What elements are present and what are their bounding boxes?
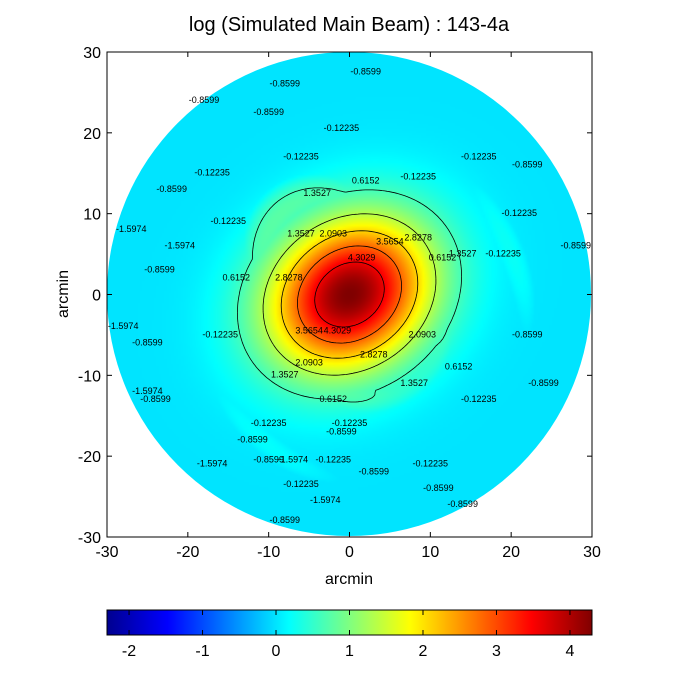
contour-label: -1.5974 (132, 386, 163, 396)
contour-line (237, 187, 462, 403)
contour-label: -0.8599 (270, 515, 301, 525)
contour-label: -1.5974 (278, 455, 309, 465)
y-tick-label: 0 (92, 288, 101, 305)
contour-label: 1.3527 (287, 228, 315, 238)
contour-label: -0.8599 (156, 184, 187, 194)
contour-label: -0.8599 (528, 378, 559, 388)
contour-label: -0.8599 (144, 265, 175, 275)
contour-label: 4.3029 (324, 325, 352, 335)
colorbar-tick-label: -2 (122, 643, 136, 660)
y-tick-label: 10 (83, 207, 101, 224)
beam-heatmap (107, 52, 591, 536)
contour-label: 0.6152 (429, 252, 457, 262)
contour-label: -0.12235 (202, 329, 238, 339)
contour-label: -0.12235 (332, 418, 368, 428)
contour-label: -0.8599 (253, 455, 284, 465)
contour-label: 0.6152 (352, 176, 380, 186)
y-axis-label: arcmin (55, 270, 72, 318)
colorbar: -2 -1 0 1 2 3 4 (106, 609, 593, 660)
contour-label: -0.8599 (561, 240, 592, 250)
y-tick-label: -10 (78, 368, 101, 385)
contour-label: -0.12235 (413, 459, 449, 469)
contour-line (314, 261, 385, 328)
y-tick-label: 20 (83, 126, 101, 143)
contour-label: -0.12235 (461, 394, 497, 404)
contour-label: -0.12235 (400, 172, 436, 182)
x-tick-label: -10 (257, 544, 280, 561)
contour-label: -0.12235 (316, 455, 352, 465)
x-tick-label: 30 (583, 544, 601, 561)
contour-label: -0.8599 (423, 483, 454, 493)
contour-label: 1.3527 (271, 370, 299, 380)
contour-label: 3.5654 (295, 325, 323, 335)
contour-label: -0.8599 (447, 499, 478, 509)
contour-label: 2.8278 (360, 349, 388, 359)
x-axis-label: arcmin (325, 571, 373, 588)
contour-label: 1.3527 (449, 248, 477, 258)
contour-label: 0.6152 (320, 394, 348, 404)
contour-line (280, 230, 419, 359)
contour-label: -0.12235 (251, 418, 287, 428)
contour-label: 2.8278 (275, 273, 303, 283)
contour-label: -0.8599 (270, 79, 301, 89)
contour-label: -1.5974 (165, 240, 196, 250)
contour-label: 2.0903 (320, 228, 348, 238)
contour-label: -0.8599 (140, 394, 171, 404)
contour-label: -0.8599 (359, 467, 390, 477)
contour-label: -0.12235 (502, 208, 538, 218)
contour-label: 1.3527 (400, 378, 428, 388)
colorbar-ticks: -2 -1 0 1 2 3 4 (122, 610, 575, 660)
contour-label: -0.8599 (512, 160, 543, 170)
contour-label: -0.12235 (194, 168, 230, 178)
x-tick-label: 10 (421, 544, 439, 561)
contour-label: 0.6152 (445, 362, 473, 372)
colorbar-tick-label: 4 (566, 643, 575, 660)
contour-label: -0.12235 (485, 248, 521, 258)
contour-label: -0.8599 (132, 337, 163, 347)
colorbar-tick-label: 1 (345, 643, 354, 660)
x-tick-label: 0 (345, 544, 354, 561)
contour-lines (237, 187, 462, 403)
contour-label: -0.8599 (253, 107, 284, 117)
colorbar-tick-label: 2 (419, 643, 428, 660)
contour-label: -0.8599 (237, 434, 268, 444)
contour-label: 1.3527 (303, 188, 331, 198)
contour-label: -1.5974 (310, 495, 341, 505)
contour-label: -0.12235 (283, 479, 319, 489)
x-tick-label: -30 (95, 544, 118, 561)
colorbar-tick-label: 0 (272, 643, 281, 660)
contour-label: 2.0903 (295, 358, 323, 368)
contour-label: -0.8599 (189, 95, 220, 105)
contour-label: 3.5654 (376, 236, 404, 246)
y-tick-label: -30 (78, 530, 101, 547)
chart-title: log (Simulated Main Beam) : 143-4a (189, 14, 510, 36)
contour-label: -0.12235 (461, 151, 497, 161)
contour-label: -0.12235 (211, 216, 247, 226)
axis-ticks: -30 -20 -10 0 10 20 30 30 20 10 0 -10 -20 -30 (78, 45, 601, 561)
contour-label: 2.8278 (404, 232, 432, 242)
colorbar-tick-label: 3 (492, 643, 501, 660)
contour-label: -1.5974 (197, 459, 228, 469)
contour-label: 4.3029 (348, 252, 376, 262)
contour-line (297, 245, 402, 344)
contour-label: -1.5974 (116, 224, 147, 234)
plot-area: 4.30294.30293.56543.56542.82782.82782.82… (78, 45, 601, 561)
x-tick-label: -20 (176, 544, 199, 561)
contour-label: -0.8599 (326, 426, 357, 436)
contour-label: 0.6152 (223, 273, 251, 283)
y-tick-label: -20 (78, 449, 101, 466)
contour-label: 2.0903 (409, 329, 437, 339)
x-tick-label: 20 (502, 544, 520, 561)
colorbar-tick-label: -1 (195, 643, 209, 660)
contour-line (262, 213, 437, 376)
contour-labels: 4.30294.30293.56543.56542.82782.82782.82… (108, 67, 591, 526)
contour-label: -0.8599 (350, 67, 381, 77)
y-tick-label: 30 (83, 45, 101, 62)
contour-label: -0.12235 (324, 123, 360, 133)
contour-label: -0.12235 (283, 151, 319, 161)
contour-label: -1.5974 (108, 321, 139, 331)
contour-label: -0.8599 (512, 329, 543, 339)
